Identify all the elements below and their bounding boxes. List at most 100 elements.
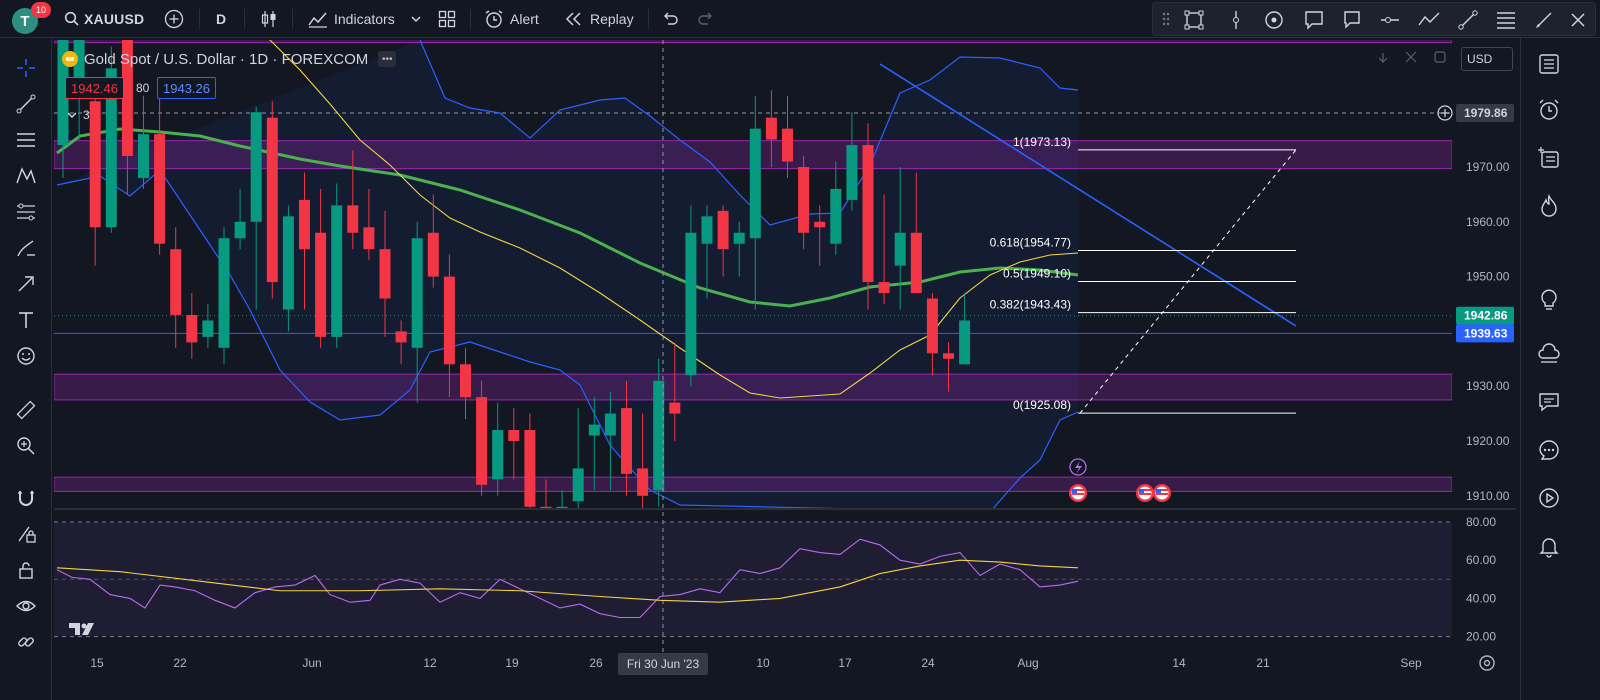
economic-events[interactable] <box>1069 458 1171 502</box>
ruler-tool[interactable] <box>12 396 40 424</box>
pattern-tool[interactable] <box>12 162 40 190</box>
circle-target-icon[interactable] <box>1263 9 1285 31</box>
watchlist-button[interactable] <box>1535 50 1563 78</box>
projection-tool[interactable] <box>12 198 40 226</box>
candle-body <box>765 117 777 140</box>
compare-symbol-button[interactable] <box>164 0 184 38</box>
fib-retracement-icon[interactable] <box>1495 9 1517 31</box>
help-button[interactable] <box>1535 436 1563 464</box>
time-axis[interactable]: 15 22 Jun 12 19 26 10 17 24 Aug 14 21 Sep Fri 30 Jun … <box>90 653 1422 675</box>
fib-level-label: 0.618(1954.77) <box>990 235 1071 249</box>
vertical-line-icon[interactable] <box>1225 9 1247 31</box>
callout-icon[interactable] <box>1303 9 1325 31</box>
candle-body <box>540 506 552 508</box>
brush-tool[interactable] <box>12 234 40 262</box>
maximize-icon[interactable] <box>1434 51 1446 63</box>
indicators-collapse-button[interactable]: 3 <box>65 106 101 124</box>
arrow-down-icon[interactable] <box>1378 53 1388 63</box>
line-price-label-bg <box>1456 324 1514 343</box>
crosshair-date-bg <box>618 653 708 675</box>
time-tick-label: 19 <box>505 656 519 670</box>
indicators-button[interactable]: Indicators <box>308 0 395 38</box>
alarm-icon <box>1539 99 1559 120</box>
bell-icon <box>1539 538 1559 558</box>
magnet-tool[interactable] <box>12 484 40 512</box>
symbol-legend[interactable]: Gold Spot / U.S. Dollar · 1D · FOREXCOM … <box>62 48 397 70</box>
comment-icon[interactable] <box>1341 9 1363 31</box>
drag-handle-icon[interactable] <box>1161 9 1171 29</box>
pane-controls[interactable] <box>1378 51 1446 63</box>
price-axis[interactable]: 1970.00 1960.00 1950.00 1940.00 1930.00 1920.… <box>1437 103 1514 503</box>
candle-body <box>202 320 214 337</box>
flash-icon[interactable] <box>1069 458 1087 476</box>
fib-icon <box>17 133 35 147</box>
sync-drawings-tool[interactable] <box>12 628 40 656</box>
trendline-tool[interactable] <box>12 90 40 118</box>
interval-button[interactable]: D <box>216 11 227 27</box>
text-tool[interactable] <box>12 306 40 334</box>
ruler-icon <box>16 400 36 420</box>
candle-body <box>878 282 890 294</box>
candle-body <box>266 117 278 283</box>
more-options-icon[interactable]: ••• <box>378 51 397 67</box>
brush-icon[interactable] <box>1533 9 1555 31</box>
candle-body <box>749 128 761 239</box>
layout-button[interactable] <box>438 0 456 38</box>
trend-line-icon[interactable] <box>1457 9 1479 31</box>
price-tick-label: 1920.00 <box>1466 434 1510 448</box>
fib-tool[interactable] <box>12 126 40 154</box>
ideas-button[interactable] <box>1535 286 1563 314</box>
redo-button[interactable] <box>698 0 716 38</box>
buy-price-button[interactable]: 1943.26 <box>157 77 216 99</box>
zoom-tool[interactable] <box>12 432 40 460</box>
currency-selector[interactable]: USD <box>1461 47 1513 71</box>
sell-price-button[interactable]: 1942.46 <box>65 77 124 99</box>
us-flag-icon[interactable] <box>1069 484 1087 502</box>
emoji-icon <box>17 347 35 365</box>
data-window-button[interactable] <box>1535 144 1563 172</box>
candle-body <box>282 216 294 310</box>
candle-body <box>411 238 423 348</box>
undo-button[interactable] <box>660 0 678 38</box>
hide-drawings-tool[interactable] <box>12 592 40 620</box>
grid-icon <box>438 10 456 28</box>
horizontal-ray-icon[interactable] <box>1379 9 1401 31</box>
notifications-button[interactable] <box>1535 532 1563 560</box>
us-flag-icon[interactable] <box>1136 484 1154 502</box>
price-zone <box>54 476 1452 492</box>
eye-icon <box>16 600 36 612</box>
rsi-axis[interactable]: 80.00 60.00 40.00 20.00 <box>1466 515 1496 644</box>
collapse-icon[interactable] <box>1405 51 1417 63</box>
replay-button[interactable]: Replay <box>564 0 634 38</box>
crosshair-tool[interactable] <box>12 54 40 82</box>
candle-body <box>830 188 842 244</box>
lock-drawings-tool[interactable] <box>12 556 40 584</box>
resistance-zones <box>54 40 1452 492</box>
candle-body <box>637 468 649 496</box>
chats-button[interactable] <box>1535 388 1563 416</box>
candle-body <box>492 430 504 480</box>
alert-label: Alert <box>510 11 539 27</box>
arrow-tool[interactable] <box>12 270 40 298</box>
candle-body <box>218 238 230 348</box>
chart-settings-icon[interactable] <box>1479 655 1495 671</box>
candle-body <box>653 380 665 491</box>
stay-drawing-tool[interactable] <box>12 520 40 548</box>
add-alert-icon[interactable] <box>1437 105 1453 121</box>
time-tick-label: Aug <box>1017 656 1038 670</box>
alerts-panel-button[interactable] <box>1535 96 1563 124</box>
chart-type-button[interactable] <box>260 0 278 38</box>
close-icon[interactable] <box>1567 9 1589 31</box>
hotlists-button[interactable] <box>1535 192 1563 220</box>
path-icon[interactable] <box>1417 9 1441 31</box>
us-flag-icon[interactable] <box>1153 484 1171 502</box>
rectangle-icon[interactable] <box>1183 9 1205 31</box>
alert-button[interactable]: Alert <box>484 0 539 38</box>
replay-panel-button[interactable] <box>1535 484 1563 512</box>
symbol-search-button[interactable]: XAUUSD <box>64 0 144 38</box>
emoji-tool[interactable] <box>12 342 40 370</box>
indicators-dropdown[interactable] <box>410 0 422 38</box>
time-tick-label: 26 <box>589 656 603 670</box>
streams-button[interactable] <box>1535 340 1563 368</box>
